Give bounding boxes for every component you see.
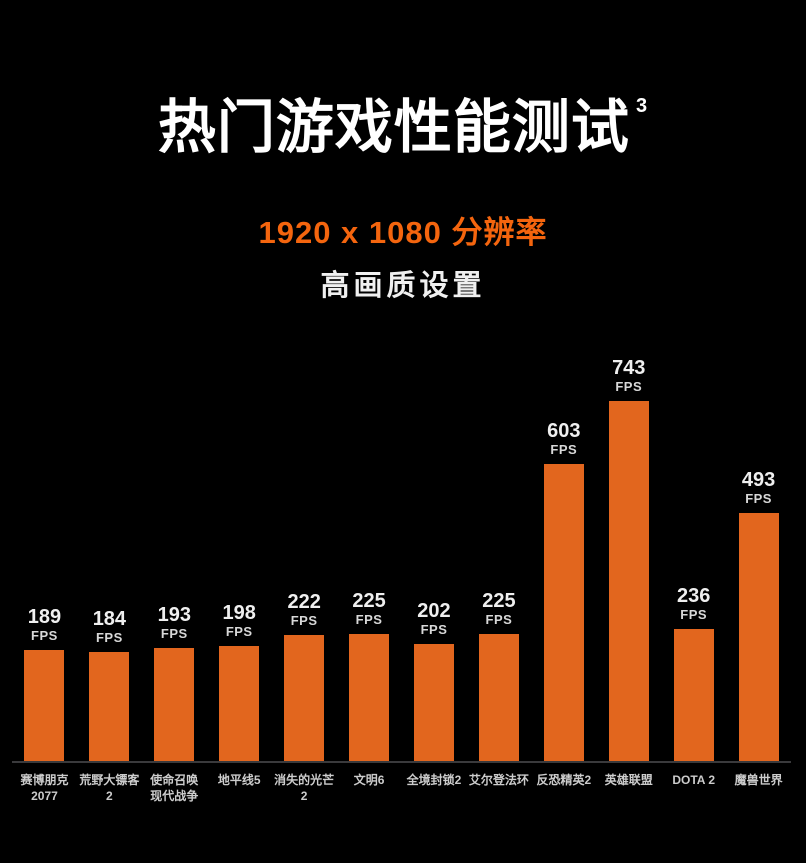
bar bbox=[608, 401, 649, 761]
category-label: DOTA 2 bbox=[672, 773, 716, 787]
value-number: 603 bbox=[547, 420, 581, 442]
value-unit: FPS bbox=[485, 612, 513, 627]
labels-row: 赛博朋克 2077 荒野大镖客2 使命召唤 现代战争 地平线5 消失的光芒2 文明6 全境封… bbox=[12, 772, 791, 804]
bar-column-5: 222 FPS bbox=[272, 591, 337, 761]
category-label: 全境封锁2 bbox=[406, 773, 462, 787]
bar bbox=[478, 634, 519, 761]
value-label: 189 FPS bbox=[28, 606, 61, 643]
value-number: 225 bbox=[352, 590, 386, 612]
value-number: 743 bbox=[612, 357, 646, 379]
category-label: 地平线5 bbox=[217, 773, 261, 787]
bar bbox=[673, 629, 714, 761]
bar bbox=[154, 648, 195, 761]
bar bbox=[89, 652, 130, 761]
bar-column-8: 225 FPS bbox=[466, 590, 531, 761]
value-unit: FPS bbox=[225, 624, 253, 639]
category-label: 魔兽世界 bbox=[734, 773, 783, 787]
value-number: 236 bbox=[676, 585, 711, 607]
bar bbox=[738, 513, 779, 761]
bar bbox=[413, 644, 454, 761]
value-label: 193 FPS bbox=[158, 604, 191, 641]
value-number: 225 bbox=[482, 590, 516, 612]
value-number: 193 bbox=[157, 604, 191, 626]
x-axis-line bbox=[12, 761, 791, 763]
value-label: 225 FPS bbox=[482, 590, 515, 627]
value-label: 222 FPS bbox=[287, 591, 320, 628]
subtitle-quality: 高画质设置 bbox=[320, 269, 486, 302]
bar-column-4: 198 FPS bbox=[207, 602, 272, 761]
value-label: 202 FPS bbox=[417, 600, 450, 637]
bar bbox=[543, 464, 584, 761]
bar-column-6: 225 FPS bbox=[337, 590, 402, 761]
page-title-text: 热门游戏性能测试 bbox=[157, 95, 630, 160]
value-label: 603 FPS bbox=[547, 420, 580, 457]
category-label: 使命召唤 现代战争 bbox=[150, 773, 199, 803]
value-unit: FPS bbox=[290, 613, 318, 628]
value-label: 743 FPS bbox=[612, 357, 645, 394]
value-unit: FPS bbox=[355, 612, 383, 627]
fps-bar-chart: 189 FPS 184 FPS 193 FPS 198 FPS 222 FPS 225 FPS 202 F… bbox=[12, 341, 791, 804]
bars-row: 189 FPS 184 FPS 193 FPS 198 FPS 222 FPS 225 FPS 202 F… bbox=[12, 341, 791, 761]
bar-column-11: 236 FPS bbox=[661, 585, 726, 761]
page-title: 热门游戏性能测试 3 bbox=[0, 95, 806, 162]
value-label: 236 FPS bbox=[677, 585, 710, 622]
bar bbox=[24, 650, 65, 761]
value-label: 198 FPS bbox=[223, 602, 256, 639]
category-label: 艾尔登法环 bbox=[468, 773, 529, 787]
value-unit: FPS bbox=[160, 626, 188, 641]
bar-column-9: 603 FPS bbox=[531, 420, 596, 761]
value-unit: FPS bbox=[680, 607, 708, 622]
bar bbox=[219, 646, 260, 761]
bar-column-12: 493 FPS bbox=[726, 469, 791, 761]
value-unit: FPS bbox=[745, 491, 772, 506]
bar bbox=[349, 634, 390, 761]
value-unit: FPS bbox=[550, 442, 578, 457]
category-label: 荒野大镖客2 bbox=[79, 773, 140, 803]
category-label: 反恐精英2 bbox=[536, 773, 592, 787]
value-number: 184 bbox=[92, 608, 127, 630]
bar-column-7: 202 FPS bbox=[402, 600, 467, 761]
value-number: 202 bbox=[417, 600, 451, 622]
value-unit: FPS bbox=[31, 628, 58, 643]
bar bbox=[284, 635, 325, 761]
value-number: 189 bbox=[27, 606, 62, 628]
value-number: 493 bbox=[741, 469, 776, 491]
header: 热门游戏性能测试 3 1920 x 1080 分辨率 高画质设置 bbox=[0, 0, 806, 304]
category-label: 文明6 bbox=[353, 773, 385, 787]
value-unit: FPS bbox=[420, 622, 448, 637]
value-unit: FPS bbox=[95, 630, 123, 645]
value-unit: FPS bbox=[615, 379, 643, 394]
subtitle-resolution: 1920 x 1080 分辨率 bbox=[258, 214, 548, 250]
value-number: 198 bbox=[222, 602, 256, 624]
value-number: 222 bbox=[287, 591, 321, 613]
value-label: 184 FPS bbox=[93, 608, 126, 645]
category-label: 赛博朋克 2077 bbox=[20, 773, 69, 803]
bar-column-3: 193 FPS bbox=[142, 604, 207, 761]
category-label: 英雄联盟 bbox=[604, 773, 653, 787]
value-label: 225 FPS bbox=[352, 590, 385, 627]
bar-column-10: 743 FPS bbox=[596, 357, 661, 761]
bar-column-1: 189 FPS bbox=[12, 606, 77, 761]
bar-column-2: 184 FPS bbox=[77, 608, 142, 761]
page-title-superscript: 3 bbox=[635, 95, 649, 117]
value-label: 493 FPS bbox=[742, 469, 775, 506]
category-label: 消失的光芒2 bbox=[274, 773, 335, 803]
